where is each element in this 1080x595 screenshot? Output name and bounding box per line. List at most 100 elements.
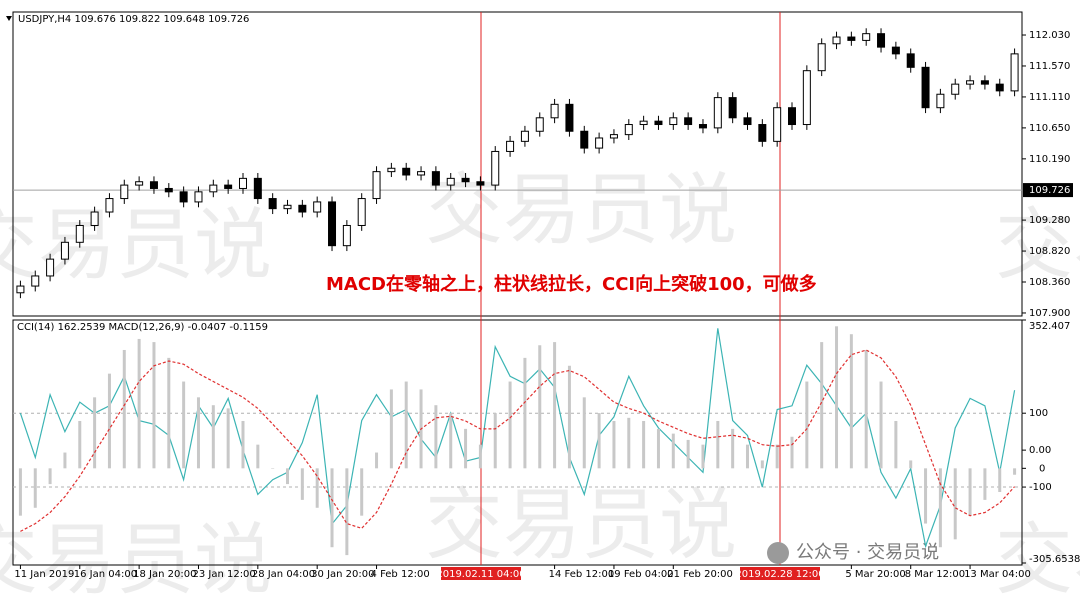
candle-body	[669, 117, 678, 126]
candle-body	[743, 117, 752, 126]
y-tick-label: 110.650	[1029, 123, 1070, 134]
macd-bar	[953, 468, 957, 540]
macd-bar	[790, 436, 794, 469]
macd-bar	[671, 433, 675, 469]
date-marker-tag	[441, 567, 521, 580]
candle-body	[535, 117, 544, 132]
macd-bar	[345, 468, 349, 556]
candle-body	[862, 33, 871, 41]
macd-bar	[478, 444, 482, 469]
candle-body	[149, 181, 158, 189]
badge: 公众号 · 交易员说	[796, 542, 939, 563]
macd-bar	[93, 397, 97, 469]
pane-menu-icon[interactable]	[6, 16, 12, 21]
candle-body	[832, 36, 841, 45]
candle-body	[891, 46, 900, 55]
y-tick-label: 111.570	[1029, 61, 1070, 72]
candle-body	[238, 177, 247, 189]
y-tick-label: 108.360	[1029, 277, 1070, 288]
macd-bar	[330, 468, 334, 548]
candle-body	[268, 198, 277, 210]
macd-bar	[849, 334, 853, 469]
candle-body	[402, 167, 411, 176]
x-tick-label: 23 Jan 12:00	[192, 569, 255, 580]
candle-body	[31, 275, 40, 287]
annotation: MACD在零轴之上，柱状线拉长，CCI向上突破100，可做多	[326, 273, 817, 295]
candle-body	[506, 140, 515, 152]
macd-bar	[404, 381, 408, 469]
macd-bar	[107, 373, 111, 469]
current-price-label: 109.726	[1029, 185, 1070, 196]
y-tick-label: 109.280	[1029, 215, 1070, 226]
macd-bar	[879, 381, 883, 469]
macd-bar	[835, 326, 839, 469]
candle-body	[461, 177, 470, 183]
macd-bar	[167, 357, 171, 469]
candle-body	[951, 83, 960, 95]
candle-body	[639, 120, 648, 126]
macd-bar	[968, 468, 972, 516]
price-pane-title: USDJPY,H4 109.676 109.822 109.648 109.72…	[18, 14, 249, 25]
y-tick-label: 108.820	[1029, 246, 1070, 257]
macd-bar	[300, 468, 304, 500]
macd-bar	[998, 468, 1002, 492]
candle-body	[357, 198, 366, 226]
candle-body	[847, 36, 856, 41]
candle-body	[313, 201, 322, 213]
x-tick-label: 5 Mar 20:00	[845, 569, 905, 580]
macd-bar	[701, 444, 705, 469]
price-pane-frame	[12, 11, 1023, 317]
candle-body	[446, 177, 455, 186]
macd-bar	[315, 468, 319, 508]
candle-body	[936, 93, 945, 109]
macd-bar	[909, 460, 913, 469]
macd-bar	[745, 444, 749, 469]
candle-body	[654, 120, 663, 126]
current-price-tag	[1023, 183, 1073, 198]
indicator-pane-title: CCI(14) 162.2539 MACD(12,26,9) -0.0407 -…	[17, 322, 268, 333]
x-tick-label: 11 Jan 2019	[14, 569, 74, 580]
candle-body	[491, 150, 500, 186]
macd-bar	[938, 468, 942, 548]
macd-bar	[152, 342, 156, 469]
x-tick-label: 28 Jan 04:00	[252, 569, 315, 580]
macd-bar	[805, 381, 809, 469]
watermark: 交易员说	[425, 480, 737, 570]
y-tick-label: 0.00	[1029, 445, 1051, 456]
macd-bar	[820, 342, 824, 469]
macd-bar	[78, 420, 82, 469]
macd-bar	[523, 357, 527, 469]
candle-body	[728, 97, 737, 119]
candle-body	[120, 184, 129, 200]
macd-bar	[493, 413, 497, 469]
candle-body	[624, 124, 633, 136]
macd-bar	[182, 381, 186, 469]
x-tick-label: 16 Jan 04:00	[74, 569, 137, 580]
macd-bar	[137, 338, 141, 469]
y-tick-label: 100	[1029, 408, 1048, 419]
x-tick-label: 13 Mar 04:00	[964, 569, 1031, 580]
indicator-pane-frame	[12, 319, 1023, 566]
signal-line	[20, 349, 1016, 532]
candle-body	[372, 171, 381, 200]
macd-bar	[464, 428, 468, 469]
candle-body	[342, 224, 351, 247]
candle-body	[773, 107, 782, 142]
macd-bar	[612, 420, 616, 469]
macd-bar	[582, 397, 586, 469]
macd-bar	[656, 428, 660, 469]
candle-body	[788, 107, 797, 126]
candle-body	[417, 171, 426, 176]
y-tick-label: 352.407	[1029, 321, 1070, 332]
badge-icon	[767, 542, 789, 564]
macd-bar	[1013, 468, 1017, 475]
macd-bar	[360, 468, 364, 516]
macd-bar	[686, 439, 690, 469]
x-tick-label: 19 Feb 04:00	[608, 569, 674, 580]
candle-body	[609, 134, 618, 139]
y-tick-label: 107.900	[1029, 308, 1070, 319]
macd-bar	[894, 420, 898, 469]
candle-body	[817, 43, 826, 72]
candle-body	[46, 258, 55, 277]
